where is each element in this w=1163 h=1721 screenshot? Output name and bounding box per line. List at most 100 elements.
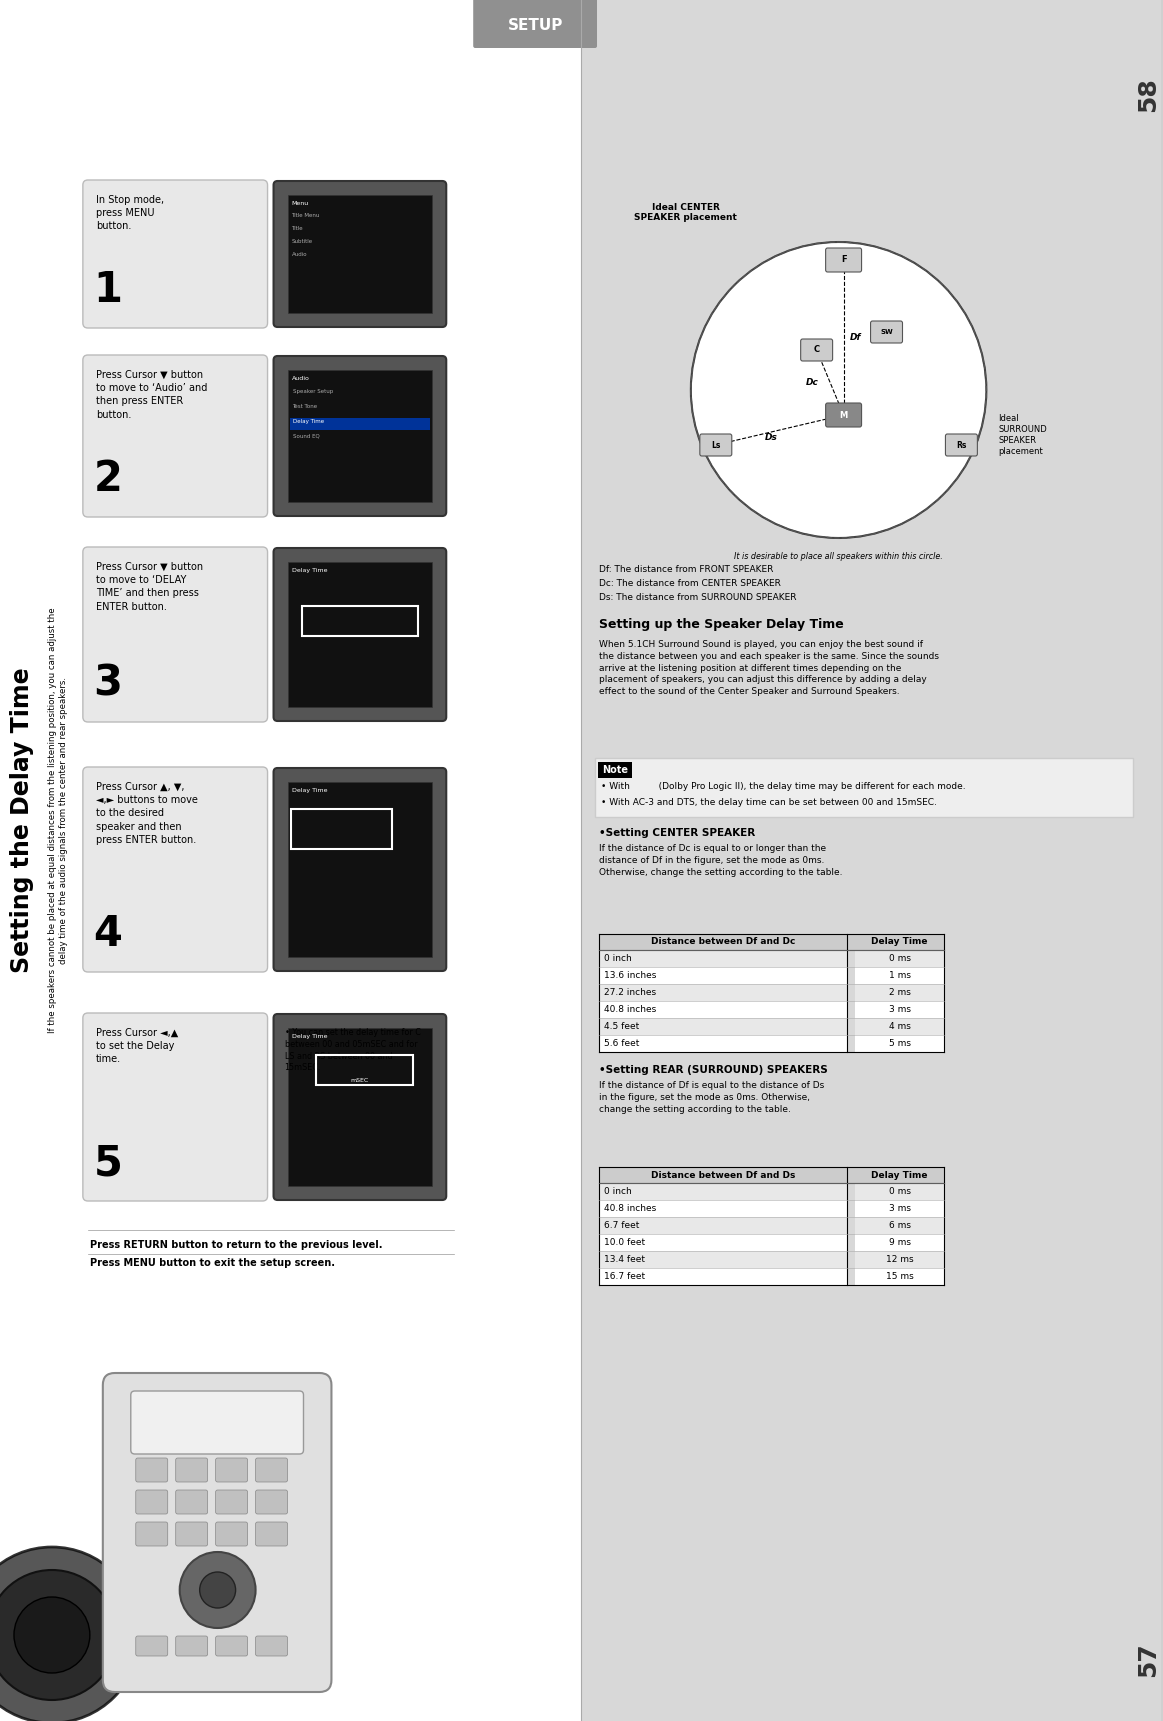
FancyBboxPatch shape: [273, 181, 447, 327]
Text: 4.5 feet: 4.5 feet: [604, 1022, 640, 1031]
Text: Distance between Df and Dc: Distance between Df and Dc: [650, 938, 795, 947]
Text: Ds: Ds: [765, 434, 778, 442]
FancyBboxPatch shape: [136, 1637, 167, 1656]
FancyBboxPatch shape: [855, 1200, 944, 1217]
FancyBboxPatch shape: [83, 547, 267, 723]
Text: F: F: [841, 255, 847, 265]
Text: 27.2 inches: 27.2 inches: [604, 988, 656, 996]
Text: Distance between Df and Ds: Distance between Df and Ds: [650, 1170, 795, 1179]
FancyBboxPatch shape: [83, 181, 267, 329]
Text: 5.6 feet: 5.6 feet: [604, 1039, 640, 1048]
Text: Menu: Menu: [292, 201, 308, 207]
FancyBboxPatch shape: [855, 1268, 944, 1286]
FancyBboxPatch shape: [599, 1234, 847, 1251]
Text: Df: The distance from FRONT SPEAKER: Df: The distance from FRONT SPEAKER: [599, 564, 773, 575]
Text: Rs: Rs: [956, 441, 966, 449]
Text: Delay Time: Delay Time: [292, 1034, 327, 1039]
Text: 5 ms: 5 ms: [889, 1039, 911, 1048]
FancyBboxPatch shape: [136, 1521, 167, 1545]
Text: 1: 1: [93, 268, 122, 312]
FancyBboxPatch shape: [287, 370, 433, 503]
FancyBboxPatch shape: [855, 1217, 944, 1234]
Text: Setting up the Speaker Delay Time: Setting up the Speaker Delay Time: [599, 618, 844, 632]
FancyBboxPatch shape: [287, 563, 433, 707]
Text: 3: 3: [93, 663, 122, 706]
FancyBboxPatch shape: [855, 1234, 944, 1251]
FancyBboxPatch shape: [130, 1391, 304, 1454]
Text: 1 ms: 1 ms: [889, 971, 911, 979]
Text: C: C: [814, 346, 820, 355]
Text: In Stop mode,
press MENU
button.: In Stop mode, press MENU button.: [95, 194, 164, 231]
Text: If the distance of Df is equal to the distance of Ds
in the figure, set the mode: If the distance of Df is equal to the di…: [599, 1081, 825, 1113]
Text: When 5.1CH Surround Sound is played, you can enjoy the best sound if
the distanc: When 5.1CH Surround Sound is played, you…: [599, 640, 939, 697]
Text: 6 ms: 6 ms: [889, 1220, 911, 1231]
Text: Speaker Setup: Speaker Setup: [293, 389, 333, 394]
Text: 3 ms: 3 ms: [889, 1005, 911, 1014]
FancyBboxPatch shape: [0, 0, 582, 1721]
Text: Ideal CENTER
SPEAKER placement: Ideal CENTER SPEAKER placement: [635, 203, 737, 222]
FancyBboxPatch shape: [273, 547, 447, 721]
Text: 4: 4: [93, 914, 122, 955]
Text: 40.8 inches: 40.8 inches: [604, 1005, 656, 1014]
Text: Sound EQ: Sound EQ: [293, 434, 320, 439]
FancyBboxPatch shape: [215, 1490, 248, 1514]
FancyBboxPatch shape: [215, 1637, 248, 1656]
Text: 0 ms: 0 ms: [889, 1187, 911, 1196]
Text: Delay Time: Delay Time: [871, 938, 928, 947]
FancyBboxPatch shape: [599, 1217, 847, 1234]
Text: M: M: [840, 411, 848, 420]
Text: Dc: Dc: [806, 379, 819, 387]
FancyBboxPatch shape: [800, 339, 833, 361]
FancyBboxPatch shape: [599, 1251, 847, 1268]
FancyBboxPatch shape: [599, 1019, 847, 1034]
Text: 16.7 feet: 16.7 feet: [604, 1272, 645, 1280]
Circle shape: [0, 1570, 116, 1700]
FancyBboxPatch shape: [599, 1167, 944, 1182]
FancyBboxPatch shape: [287, 781, 433, 957]
FancyBboxPatch shape: [855, 1019, 944, 1034]
Text: 58: 58: [1136, 77, 1161, 112]
Text: Note: Note: [602, 766, 628, 774]
Text: Df: Df: [850, 332, 862, 342]
FancyBboxPatch shape: [83, 768, 267, 972]
FancyBboxPatch shape: [855, 984, 944, 1002]
Text: Dc: The distance from CENTER SPEAKER: Dc: The distance from CENTER SPEAKER: [599, 578, 780, 589]
FancyBboxPatch shape: [598, 762, 632, 778]
Text: Title Menu: Title Menu: [292, 213, 320, 219]
Text: Subtitle: Subtitle: [292, 239, 313, 244]
FancyBboxPatch shape: [176, 1490, 208, 1514]
FancyBboxPatch shape: [83, 1014, 267, 1201]
Text: • With          (Dolby Pro Logic II), the delay time may be different for each m: • With (Dolby Pro Logic II), the delay t…: [601, 781, 965, 792]
FancyBboxPatch shape: [599, 950, 847, 967]
Text: If the distance of Dc is equal to or longer than the
distance of Df in the figur: If the distance of Dc is equal to or lon…: [599, 843, 842, 876]
FancyBboxPatch shape: [855, 967, 944, 984]
FancyBboxPatch shape: [871, 322, 902, 342]
Text: Delay Time: Delay Time: [293, 418, 323, 423]
Text: 40.8 inches: 40.8 inches: [604, 1205, 656, 1213]
Text: SW: SW: [880, 329, 893, 336]
Text: It is desirable to place all speakers within this circle.: It is desirable to place all speakers wi…: [734, 552, 943, 561]
Text: mSEC: mSEC: [350, 1077, 369, 1083]
FancyBboxPatch shape: [256, 1458, 287, 1482]
FancyBboxPatch shape: [273, 356, 447, 516]
Text: Delay Time: Delay Time: [292, 788, 327, 793]
Text: SETUP: SETUP: [507, 19, 563, 33]
Circle shape: [691, 243, 986, 539]
Text: Ls: Ls: [711, 441, 721, 449]
FancyBboxPatch shape: [599, 984, 847, 1002]
Text: 6.7 feet: 6.7 feet: [604, 1220, 640, 1231]
FancyBboxPatch shape: [136, 1458, 167, 1482]
Text: 3 ms: 3 ms: [889, 1205, 911, 1213]
Text: Audio: Audio: [292, 375, 309, 380]
FancyBboxPatch shape: [826, 403, 862, 427]
FancyBboxPatch shape: [855, 950, 944, 967]
FancyBboxPatch shape: [287, 194, 433, 313]
FancyBboxPatch shape: [176, 1458, 208, 1482]
FancyBboxPatch shape: [273, 1014, 447, 1200]
Text: Press MENU button to exit the setup screen.: Press MENU button to exit the setup scre…: [90, 1258, 335, 1268]
FancyBboxPatch shape: [256, 1490, 287, 1514]
Text: 4 ms: 4 ms: [889, 1022, 911, 1031]
FancyBboxPatch shape: [599, 935, 944, 950]
Text: 0 inch: 0 inch: [604, 1187, 632, 1196]
Text: Press RETURN button to return to the previous level.: Press RETURN button to return to the pre…: [90, 1241, 383, 1249]
